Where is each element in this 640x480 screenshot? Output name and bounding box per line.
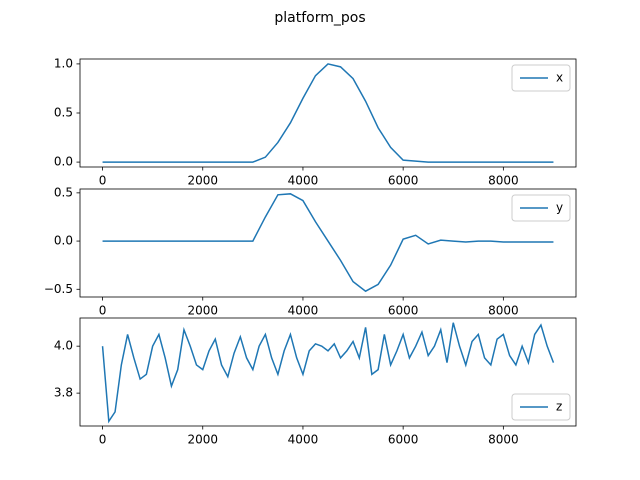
data-line — [102, 193, 554, 293]
y-tick-label: −0.5 — [44, 282, 73, 296]
x-tick-label: 0 — [99, 174, 107, 188]
x-tick-label: 8000 — [488, 174, 519, 188]
y-tick-label: 1.0 — [54, 56, 73, 70]
figure-title: platform_pos — [274, 10, 365, 26]
x-tick-label: 8000 — [488, 304, 519, 318]
y-tick-label: 0.0 — [54, 155, 73, 169]
axes-frame — [79, 317, 577, 427]
legend-label: z — [556, 400, 562, 414]
x-tick-label: 2000 — [187, 174, 218, 188]
x-tick-label: 8000 — [488, 433, 519, 447]
x-tick-label: 4000 — [288, 174, 319, 188]
x-tick-label: 4000 — [288, 304, 319, 318]
legend-label: x — [556, 71, 563, 85]
x-tick-label: 6000 — [388, 433, 419, 447]
x-tick-label: 0 — [99, 304, 107, 318]
y-tick-label: 0.5 — [54, 106, 73, 120]
x-tick-label: 2000 — [187, 304, 218, 318]
data-line — [102, 63, 554, 163]
x-tick-label: 0 — [99, 433, 107, 447]
x-tick-label: 4000 — [288, 433, 319, 447]
y-tick-label: 0.5 — [54, 185, 73, 199]
y-tick-label: 4.0 — [54, 339, 73, 353]
axes-frame — [79, 188, 577, 298]
x-tick-label: 6000 — [388, 174, 419, 188]
x-tick-label: 6000 — [388, 304, 419, 318]
y-tick-label: 0.0 — [54, 234, 73, 248]
x-tick-label: 2000 — [187, 433, 218, 447]
legend-label: y — [556, 201, 563, 215]
data-line — [101, 322, 555, 424]
y-tick-label: 3.8 — [54, 386, 73, 400]
